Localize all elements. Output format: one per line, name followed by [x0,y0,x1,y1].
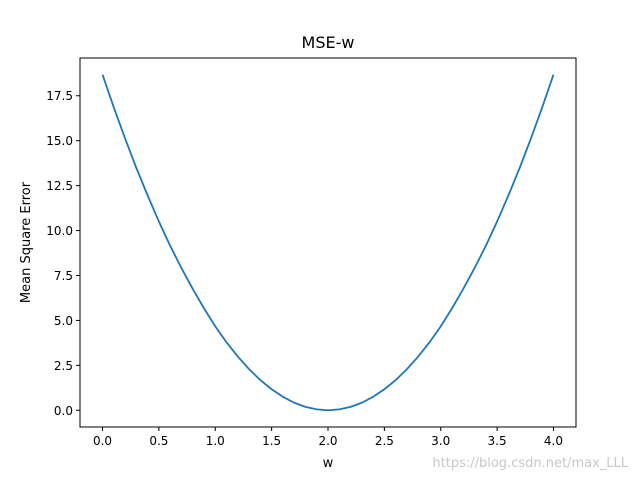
x-axis-label: w [323,456,334,471]
y-tick-label: 15.0 [46,134,73,148]
plot-area-frame [79,57,577,428]
x-tick-label: 3.5 [488,434,507,448]
x-tick-label: 0.0 [93,434,112,448]
x-tick-label: 1.0 [206,434,225,448]
x-tick-label: 4.0 [544,434,563,448]
watermark-text: https://blog.csdn.net/max_LLL [432,456,628,471]
y-tick-label: 10.0 [46,224,73,238]
y-tick-label: 12.5 [46,179,73,193]
y-tick-label: 2.5 [54,359,73,373]
y-tick-label: 0.0 [54,404,73,418]
x-tick-label: 3.0 [431,434,450,448]
x-tick-label: 1.5 [262,434,281,448]
y-axis-label: Mean Square Error [19,181,34,303]
y-tick-label: 17.5 [46,89,73,103]
x-tick-label: 0.5 [149,434,168,448]
x-tick-label: 2.5 [375,434,394,448]
y-tick-label: 7.5 [54,269,73,283]
y-tick-label: 5.0 [54,314,73,328]
chart-title: MSE-w [302,33,355,52]
x-tick-label: 2.0 [318,434,337,448]
y-axis-ticks: 0.0 2.5 5.0 7.5 10.0 12.5 15.0 17.5 [46,89,80,418]
x-axis-ticks: 0.0 0.5 1.0 1.5 2.0 2.5 3.0 3.5 4.0 [93,427,563,448]
mse-curve-line [101,74,555,412]
